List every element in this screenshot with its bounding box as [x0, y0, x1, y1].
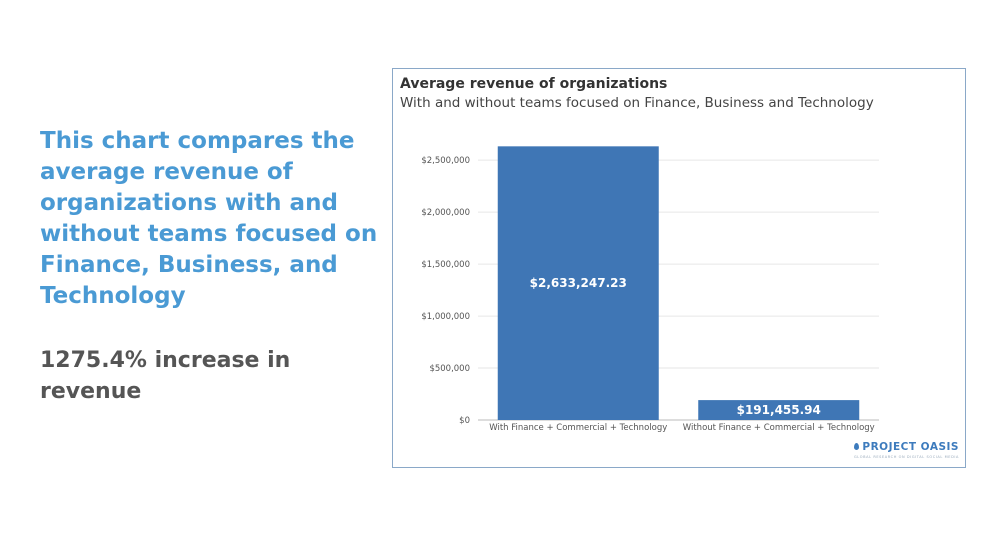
logo-name: PROJECT OASIS	[862, 440, 959, 453]
y-tick-label: $1,000,000	[421, 312, 470, 322]
bar	[497, 146, 659, 420]
chart-title: Average revenue of organizations	[400, 76, 668, 92]
bar	[698, 400, 860, 420]
logo-tagline: GLOBAL RESEARCH ON DIGITAL SOCIAL MEDIA	[853, 454, 959, 459]
bar-chart: $0 $500,000 $1,000,000 $1,500,000 $2,000,000…	[421, 146, 879, 433]
droplet-icon	[854, 442, 860, 450]
chart-subtitle: With and without teams focused on Financ…	[400, 95, 874, 111]
y-tick-label: $1,500,000	[421, 260, 470, 270]
bar-value-label: $191,455.94	[737, 403, 821, 417]
bar-value-label: $2,633,247.23	[530, 276, 627, 290]
y-tick-label: $500,000	[429, 364, 470, 374]
project-oasis-logo: PROJECT OASIS GLOBAL RESEARCH ON DIGITAL…	[854, 438, 959, 460]
y-tick-label: $2,500,000	[421, 156, 470, 166]
summary-headline: This chart compares the average revenue …	[40, 128, 378, 309]
x-category-label: With Finance + Commercial + Technology	[489, 423, 667, 433]
summary-panel: This chart compares the average revenue …	[40, 126, 380, 407]
revenue-increase-stat: 1275.4% increase in revenue	[40, 348, 291, 404]
x-category-label: Without Finance + Commercial + Technolog…	[683, 423, 875, 433]
chart-card: Average revenue of organizations With an…	[392, 68, 966, 468]
y-tick-label: $2,000,000	[421, 208, 470, 218]
y-tick-label: $0	[459, 416, 470, 426]
